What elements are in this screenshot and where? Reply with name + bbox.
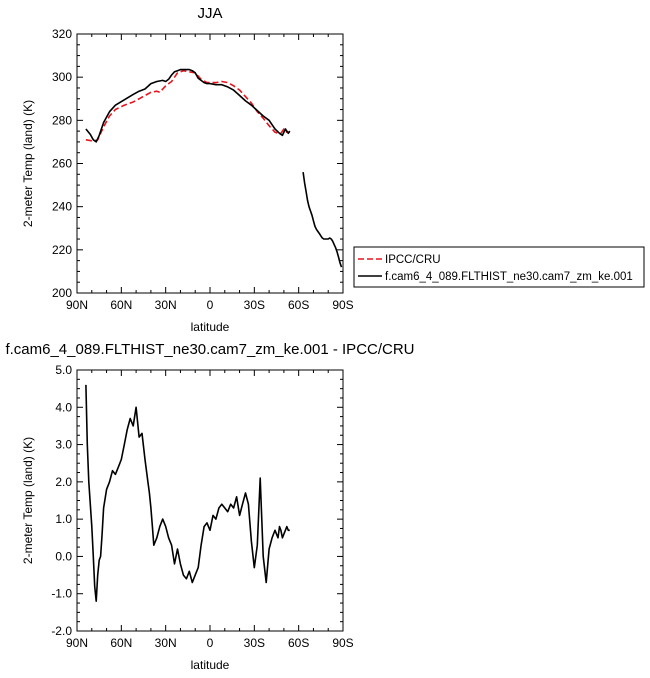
- plot-frame: [76, 33, 344, 294]
- x-axis-label: latitude: [191, 320, 230, 334]
- x-tick-label: 30S: [244, 298, 265, 312]
- y-tick-label: 4.0: [55, 400, 72, 414]
- y-tick-label: 0.0: [55, 549, 72, 563]
- y-axis-label: 2-meter Temp (land) (K): [21, 100, 35, 227]
- x-tick-label: 90S: [332, 298, 353, 312]
- y-tick-label: 1.0: [55, 512, 72, 526]
- x-tick-label: 0: [207, 298, 214, 312]
- x-tick-label: 30S: [244, 636, 265, 650]
- series-line-1: [85, 68, 291, 143]
- y-tick-label: 220: [52, 243, 72, 257]
- y-tick-label: -1.0: [51, 587, 72, 601]
- y-tick-label: 300: [52, 70, 72, 84]
- x-tick-label: 60N: [110, 298, 132, 312]
- panel-top: JJA 90N 60N 30N 0 30S 60S 90S 200 220 240 260 280 300…: [21, 5, 354, 334]
- y-tick-label: 320: [52, 27, 72, 41]
- y-tick-label: 280: [52, 113, 72, 127]
- x-axis-label: latitude: [191, 658, 230, 672]
- legend-label: IPCC/CRU: [385, 254, 441, 266]
- y-tick-label: 240: [52, 200, 72, 214]
- y-tick-label: 260: [52, 157, 72, 171]
- x-tick-label: 30N: [155, 636, 177, 650]
- chart-title: f.cam6_4_089.FLTHIST_ne30.cam7_zm_ke.001…: [5, 341, 414, 358]
- legend-label: f.cam6_4_089.FLTHIST_ne30.cam7_zm_ke.001: [385, 271, 633, 283]
- series-line-2: [302, 171, 343, 268]
- y-tick-label: 3.0: [55, 438, 72, 452]
- y-tick-label: 5.0: [55, 363, 72, 377]
- legend: IPCC/CRU f.cam6_4_089.FLTHIST_ne30.cam7_z…: [353, 246, 645, 288]
- x-tick-label: 30N: [155, 298, 177, 312]
- chart-title: JJA: [197, 5, 222, 22]
- series-line-0: [85, 384, 290, 603]
- x-tick-label: 90N: [66, 636, 88, 650]
- x-tick-label: 0: [207, 636, 214, 650]
- x-tick-label: 90S: [332, 636, 353, 650]
- y-axis-label: 2-meter Temp (land) (K): [21, 437, 35, 564]
- plot-frame: [76, 369, 344, 632]
- panel-bottom: f.cam6_4_089.FLTHIST_ne30.cam7_zm_ke.001…: [5, 341, 414, 672]
- x-tick-label: 90N: [66, 298, 88, 312]
- y-tick-label: 2.0: [55, 475, 72, 489]
- x-tick-label: 60N: [110, 636, 132, 650]
- legend-box: [353, 246, 645, 288]
- x-tick-label: 60S: [288, 636, 309, 650]
- series-line-0: [85, 69, 290, 142]
- y-tick-label: 200: [52, 286, 72, 300]
- y-tick-label: -2.0: [51, 624, 72, 638]
- x-tick-label: 60S: [288, 298, 309, 312]
